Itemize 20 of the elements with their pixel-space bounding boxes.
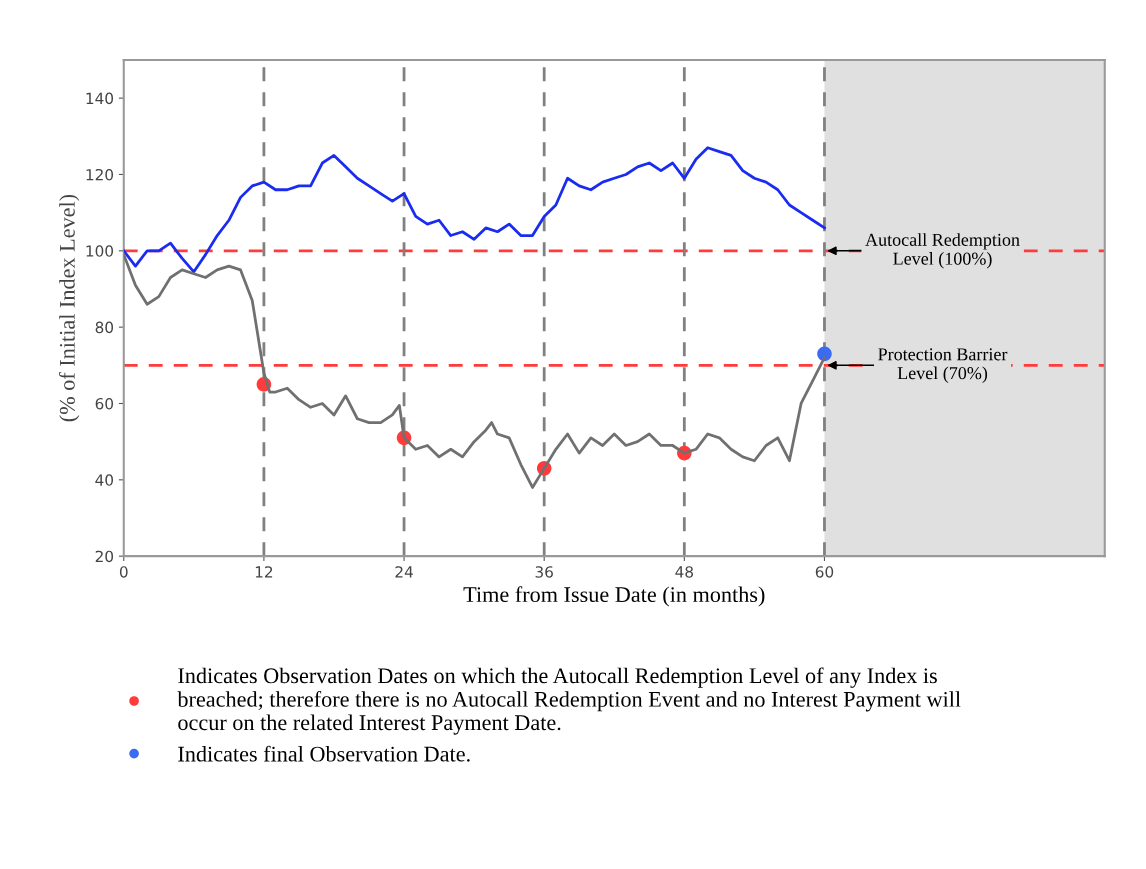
y-tick-label: 40 [95, 474, 114, 486]
x-tick-label: 48 [675, 566, 693, 578]
y-tick-label: 80 [95, 321, 114, 334]
x-tick-label: 24 [395, 566, 413, 578]
line-series [123, 146, 826, 274]
y-tick-label: 60 [95, 397, 114, 410]
y-tick-label: 140 [86, 92, 114, 105]
annotation: Autocall Redemption Level (100%) [865, 233, 1020, 269]
x-tick-label: 0 [119, 566, 128, 578]
y-tick-label: 20 [95, 550, 114, 563]
x-tick-label: 60 [815, 566, 834, 578]
y-tick-label: 120 [86, 168, 114, 181]
x-tick-label: 36 [535, 566, 553, 578]
y-axis-title: (% of Initial Index Level) [58, 194, 80, 422]
x-axis-title: Time from Issue Date (in months) [463, 586, 765, 607]
annotation: Protection Barrier Level (70%) [878, 348, 1008, 383]
y-tick-label: 100 [86, 245, 114, 257]
x-tick-label: 12 [255, 566, 273, 578]
legend-label: Indicates Observation Dates on which the Autocall Redemption Level of any Index is breached; therefore there is no Autocall Redemption Event and no Interest Payment will occur on the related Interest Payment Date. [177, 667, 961, 735]
legend-label: Indicates final Observation Date. [178, 745, 470, 762]
